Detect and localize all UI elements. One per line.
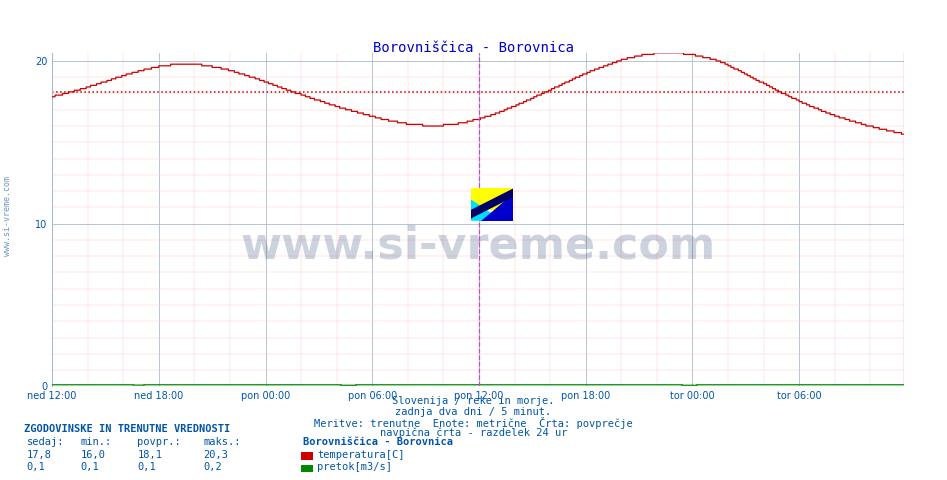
Text: 0,1: 0,1 bbox=[27, 462, 45, 472]
Polygon shape bbox=[481, 194, 513, 221]
Text: 0,2: 0,2 bbox=[204, 462, 223, 472]
Text: 0,1: 0,1 bbox=[137, 462, 156, 472]
Polygon shape bbox=[471, 188, 513, 218]
Text: Borovniščica - Borovnica: Borovniščica - Borovnica bbox=[373, 41, 574, 55]
Text: min.:: min.: bbox=[80, 437, 112, 447]
Text: Meritve: trenutne  Enote: metrične  Črta: povprečje: Meritve: trenutne Enote: metrične Črta: … bbox=[314, 417, 633, 429]
Polygon shape bbox=[471, 199, 503, 221]
Text: maks.:: maks.: bbox=[204, 437, 241, 447]
Text: www.si-vreme.com: www.si-vreme.com bbox=[3, 176, 12, 256]
Text: Borovniščica - Borovnica: Borovniščica - Borovnica bbox=[303, 437, 453, 447]
Text: 20,3: 20,3 bbox=[204, 450, 228, 460]
Polygon shape bbox=[471, 188, 513, 210]
Text: temperatura[C]: temperatura[C] bbox=[317, 450, 404, 460]
Text: navpična črta - razdelek 24 ur: navpična črta - razdelek 24 ur bbox=[380, 428, 567, 438]
Text: ZGODOVINSKE IN TRENUTNE VREDNOSTI: ZGODOVINSKE IN TRENUTNE VREDNOSTI bbox=[24, 424, 230, 434]
Text: pretok[m3/s]: pretok[m3/s] bbox=[317, 462, 392, 472]
Text: www.si-vreme.com: www.si-vreme.com bbox=[241, 225, 716, 268]
Text: 16,0: 16,0 bbox=[80, 450, 105, 460]
Text: sedaj:: sedaj: bbox=[27, 437, 64, 447]
Text: povpr.:: povpr.: bbox=[137, 437, 181, 447]
Text: Slovenija / reke in morje.: Slovenija / reke in morje. bbox=[392, 396, 555, 406]
Text: 18,1: 18,1 bbox=[137, 450, 162, 460]
Text: 17,8: 17,8 bbox=[27, 450, 51, 460]
Text: 0,1: 0,1 bbox=[80, 462, 99, 472]
Text: zadnja dva dni / 5 minut.: zadnja dva dni / 5 minut. bbox=[396, 407, 551, 417]
